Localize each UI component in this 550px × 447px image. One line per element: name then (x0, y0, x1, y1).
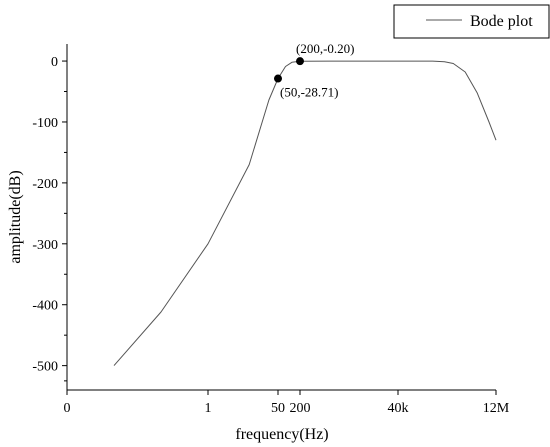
annotation-point (296, 57, 304, 66)
series (113, 60, 497, 366)
y-tick-label: -200 (32, 177, 58, 192)
y-tick-label: -300 (32, 238, 58, 253)
y-tick-label: -400 (32, 299, 58, 314)
annotation-label: (200,-0.20) (296, 41, 355, 56)
y-tick-label: -100 (32, 116, 58, 131)
x-tick-label: 12M (483, 401, 510, 416)
x-axis-title: frequency(Hz) (235, 426, 328, 443)
ticks: 0 -100 -200 -300 -400 -500 0 1 50 200 40k 12M (32, 55, 509, 416)
x-tick-label: 0 (64, 401, 71, 416)
y-axis-title: amplitude(dB) (7, 170, 24, 263)
annotations: (50,-28.71) (200,-0.20) (274, 41, 355, 100)
annotation-point (274, 74, 282, 83)
axes (66, 44, 496, 391)
x-tick-label: 1 (205, 401, 212, 416)
x-tick-label: 50 (271, 401, 285, 416)
legend-box (393, 4, 550, 39)
annotation-label: (50,-28.71) (280, 85, 339, 100)
y-tick-label: 0 (51, 55, 58, 70)
series-line-bode-plot (113, 60, 497, 366)
legend: Bode plot (393, 4, 550, 39)
y-tick-label: -500 (32, 360, 58, 375)
x-tick-label: 40k (388, 401, 409, 416)
x-tick-label: 200 (290, 401, 311, 416)
legend-label: Bode plot (470, 13, 533, 30)
